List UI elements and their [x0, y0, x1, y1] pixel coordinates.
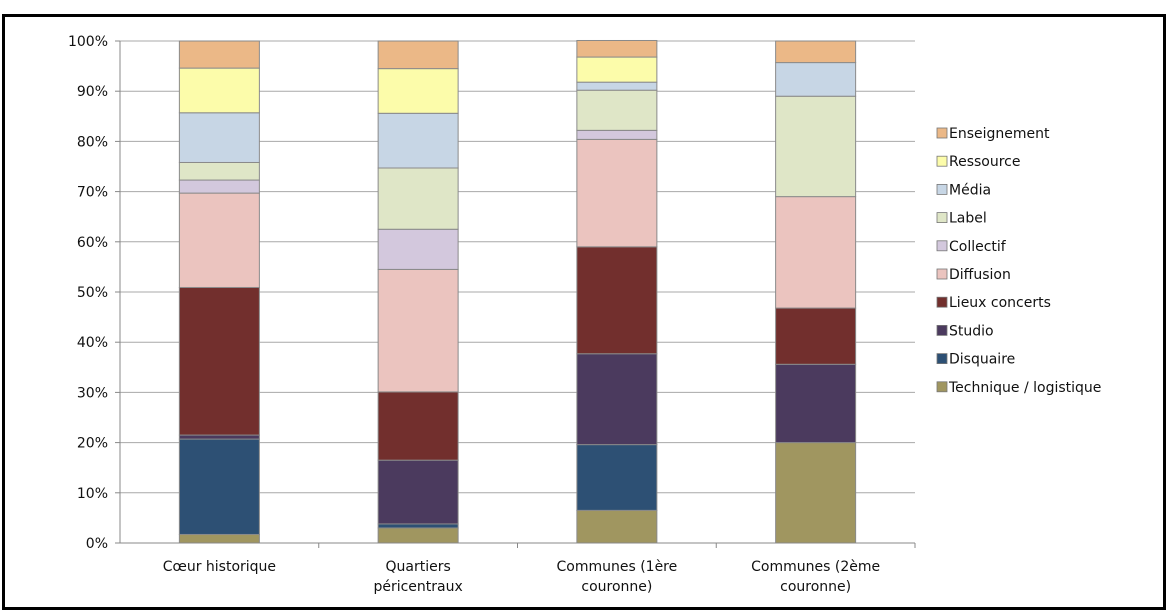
bar-segment [377, 112, 459, 169]
x-axis-labels: Cœur historique Quartiers péricentraux Comm… [163, 559, 880, 595]
bar-segment [775, 95, 857, 198]
legend-swatch [936, 127, 948, 139]
y-tick-label: 20% [77, 436, 108, 452]
bar-segment [576, 138, 658, 248]
bar-segment [178, 67, 260, 114]
bar-segment [775, 62, 857, 97]
y-tick-label: 10% [77, 486, 108, 502]
legend-swatch [936, 240, 948, 252]
y-axis-ticks: 0% 10% 20% 30% 40% 50% 60% 70% 80% 90% 100% [68, 34, 120, 552]
bar-segment [377, 68, 459, 114]
x-tick-label: couronne) [780, 579, 851, 595]
bar-segment [377, 268, 459, 393]
bar-segment [576, 353, 658, 446]
y-tick-label: 60% [77, 235, 108, 251]
bar-segment [775, 307, 857, 365]
legend: Enseignement Ressource Média Label Collectif… [936, 126, 1101, 396]
y-tick-label: 0% [86, 536, 108, 552]
bar-segment [178, 286, 260, 436]
y-tick-label: 90% [77, 84, 108, 100]
axes [119, 41, 916, 548]
bar-segment [775, 196, 857, 309]
bar-segment [576, 246, 658, 355]
legend-label: Média [949, 182, 991, 198]
bar-segment [377, 523, 459, 529]
bar-segment [775, 363, 857, 444]
legend-label: Disquaire [949, 352, 1015, 368]
bar-segment [377, 527, 459, 544]
y-tick-label: 70% [77, 185, 108, 201]
bar-segment [576, 39, 658, 58]
bar-segment [178, 438, 260, 535]
legend-swatch [936, 212, 948, 224]
bar-segment [576, 89, 658, 131]
y-tick-label: 50% [77, 285, 108, 301]
bar-segment [775, 40, 857, 64]
x-tick-label: Cœur historique [163, 559, 276, 575]
y-tick-label: 30% [77, 385, 108, 401]
legend-swatch [936, 183, 948, 195]
bar-segment [377, 459, 459, 525]
legend-label: Studio [949, 323, 994, 339]
legend-swatch [936, 381, 948, 393]
legend-label: Enseignement [949, 126, 1050, 142]
bar-segment [377, 167, 459, 230]
legend-label: Label [949, 211, 987, 227]
legend-swatch [936, 353, 948, 365]
bar-segment [576, 509, 658, 544]
y-tick-label: 40% [77, 335, 108, 351]
legend-swatch [936, 296, 948, 308]
x-tick-label: Communes (1ère [556, 559, 677, 575]
x-tick-label: Communes (2ème [751, 559, 880, 575]
bar-segment [377, 228, 459, 270]
legend-label: Ressource [949, 154, 1021, 170]
y-tick-label: 80% [77, 134, 108, 150]
x-tick-label: Quartiers [385, 559, 450, 575]
legend-label: Diffusion [949, 267, 1011, 283]
bar-segment [377, 391, 459, 461]
bar-segment [576, 56, 658, 83]
bar-segment [178, 533, 260, 544]
bar-segment [178, 161, 260, 181]
legend-swatch [936, 324, 948, 336]
bar-segment [178, 112, 260, 163]
bar-segment [377, 40, 459, 70]
bar-segment [576, 81, 658, 91]
bar-segment [775, 442, 857, 544]
legend-label: Lieux concerts [949, 295, 1051, 311]
stacked-bar-chart: 0% 10% 20% 30% 40% 50% 60% 70% 80% 90% 100% Cœur h… [68, 34, 1101, 595]
x-tick-label: péricentraux [373, 579, 462, 595]
legend-label: Collectif [949, 239, 1007, 255]
bar-segment [576, 129, 658, 140]
y-tick-label: 100% [68, 34, 108, 50]
bar-segment [178, 40, 260, 69]
bar-segment [576, 444, 658, 511]
chart-frame: 0% 10% 20% 30% 40% 50% 60% 70% 80% 90% 100% Cœur h… [2, 14, 1166, 610]
x-tick-label: couronne) [581, 579, 652, 595]
legend-swatch [936, 268, 948, 280]
legend-label: Technique / logistique [948, 380, 1101, 396]
bar-segment [178, 192, 260, 288]
bar-segment [178, 179, 260, 194]
legend-swatch [936, 155, 948, 167]
bar-segment [178, 434, 260, 440]
bars [178, 39, 857, 544]
